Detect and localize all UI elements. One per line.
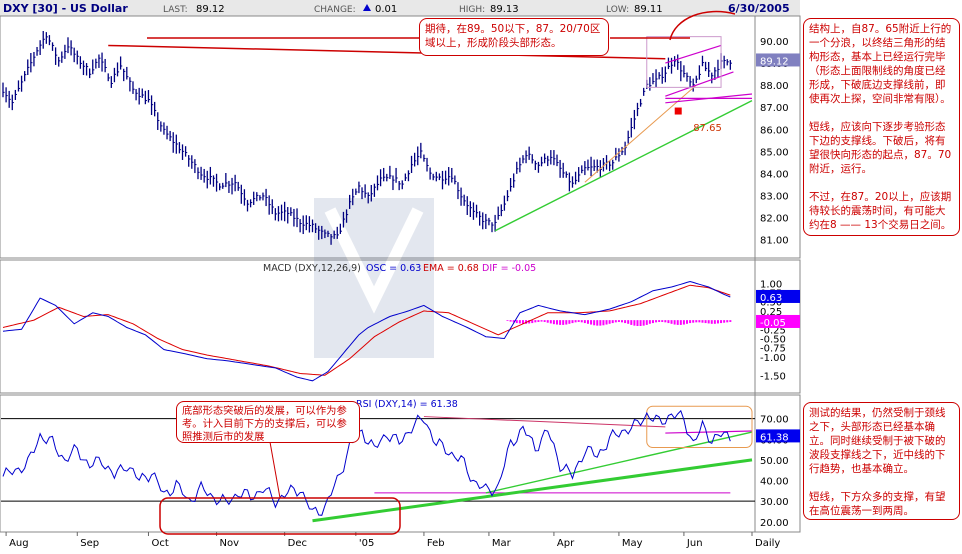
header-bar (0, 0, 800, 16)
price-panel (0, 15, 801, 259)
x-tick-label: Oct (151, 538, 168, 549)
uptrend-line (494, 99, 753, 232)
macd-dif-label: DIF = -0.05 (482, 263, 536, 274)
rsi-title: RSI (DXY,14) = 61.38 (356, 399, 458, 410)
rsi-callout-pointer (269, 441, 281, 499)
price-tick-label: 90.00 (760, 37, 789, 48)
last-value: 89.12 (196, 4, 225, 15)
macd-panel (0, 259, 801, 394)
chart-title: DXY [30] - US Dollar (3, 2, 128, 15)
macd-osc-label: OSC = 0.63 (366, 263, 421, 274)
x-tick-label: '05 (359, 538, 374, 549)
x-tick-label: Daily (755, 538, 780, 549)
level-label: 87.65 (693, 123, 722, 134)
x-tick-label: Aug (9, 538, 29, 549)
macd-ema-label: EMA = 0.68 (423, 263, 479, 274)
rsi-value-tag (756, 429, 800, 443)
x-tick-label: Jun (686, 538, 703, 549)
macd-dif-tag (756, 314, 800, 328)
triangle-upper-line (665, 44, 722, 64)
neckline (108, 44, 666, 60)
last-price-tag-label: 89.12 (760, 56, 789, 67)
macd-ema-line (2, 284, 731, 376)
price-tick-label: 88.00 (760, 81, 789, 92)
macd-tick-label: -0.25 (760, 325, 786, 336)
rsi-bottom-highlight (159, 497, 401, 535)
macd-title: MACD (DXY,12,26,9) (263, 263, 361, 274)
rsi-highlight-box (646, 405, 753, 448)
high-value: 89.13 (490, 4, 519, 15)
callout-head-formation: 期待，在89。50以下，87。20/70区域以上，形成阶段头部形态。 (419, 18, 609, 56)
price-tick-label: 87.00 (760, 103, 789, 114)
macd-tick-label: -1.00 (760, 353, 786, 364)
price-tick-label: 82.00 (760, 214, 789, 225)
high-label: HIGH: (459, 5, 485, 15)
price-tick-label: 84.00 (760, 169, 789, 180)
change-value: 0.01 (375, 4, 397, 15)
change-up-arrow-icon (363, 4, 371, 11)
rsi-uptrend-lower (312, 458, 753, 523)
macd-tick-label: 0.25 (760, 307, 782, 318)
triangle-box (646, 36, 722, 88)
low-value: 89.11 (634, 4, 663, 15)
callout-bottom-pattern: 底部形态突破后的发展，可以作为参考。计入目前下方的支撑后，可以参照推测后市的发展 (176, 401, 360, 443)
price-tick-label: 83.00 (760, 191, 789, 202)
x-axis: Aug Sep Oct Nov Dec '05 Feb Mar Apr May Jun Daily (5, 532, 780, 549)
callout-arc (669, 10, 736, 41)
rsi-tick-label: 50.00 (760, 456, 789, 467)
x-tick-label: Nov (220, 538, 240, 549)
x-tick-label: Apr (557, 538, 575, 549)
price-tick-label: 86.00 (760, 125, 789, 136)
macd-chart: 1.000.750.500.25-0.25-0.50-0.75-1.00-1.5… (2, 279, 800, 382)
rsi-line (2, 409, 731, 516)
change-label: CHANGE: (314, 5, 356, 15)
x-tick-label: Feb (427, 538, 445, 549)
price-tick-label: 81.00 (760, 236, 789, 247)
x-tick-label: May (622, 538, 643, 549)
square-marker (674, 107, 682, 115)
rsi-tick-label: 30.00 (760, 497, 789, 508)
x-tick-label: Dec (288, 538, 307, 549)
rsi-uptrend-upper (485, 431, 753, 494)
callout-structure-analysis: 结构上，自87。65附近上行的一个分浪，以终结三角形的结构形态，基本上已经运行完… (803, 18, 960, 236)
rsi-tick-label: 40.00 (760, 477, 789, 488)
macd-osc-tag-label: 0.63 (760, 293, 782, 304)
macd-dif-tag-label: -0.05 (760, 318, 786, 329)
macd-tick-label: -0.50 (760, 335, 786, 346)
macd-tick-label: 0.50 (760, 298, 782, 309)
x-tick-label: Mar (492, 538, 512, 549)
chart-date: 6/30/2005 (728, 2, 790, 15)
macd-osc-line (2, 280, 731, 382)
price-chart: 81.00 82.00 83.00 84.00 85.00 86.00 87.00 88.00… (2, 30, 800, 247)
rsi-neck-level (665, 430, 753, 434)
last-price-tag (756, 53, 800, 67)
last-label: LAST: (163, 5, 188, 15)
rsi-value-tag-label: 61.38 (760, 432, 789, 443)
watermark-logo (314, 198, 434, 358)
macd-osc-tag (756, 289, 800, 303)
support-line (665, 93, 753, 104)
rsi-tick-label: 20.00 (760, 518, 789, 529)
triangle-lower-line (665, 71, 734, 97)
macd-tick-label: -0.75 (760, 344, 786, 355)
rsi-resistance-line (423, 416, 666, 428)
callout-test-result: 测试的结果，仍然受制于颈线之下，头部形态已经基本确立。同时继续受制于被下破的波段… (803, 402, 960, 520)
x-tick-label: Sep (80, 538, 99, 549)
low-label: LOW: (606, 5, 629, 15)
rsi-tick-label: 70.00 (760, 415, 789, 426)
macd-tick-label: 1.00 (760, 279, 782, 290)
macd-tick-label: -1.50 (760, 371, 786, 382)
price-tick-label: 85.00 (760, 147, 789, 158)
